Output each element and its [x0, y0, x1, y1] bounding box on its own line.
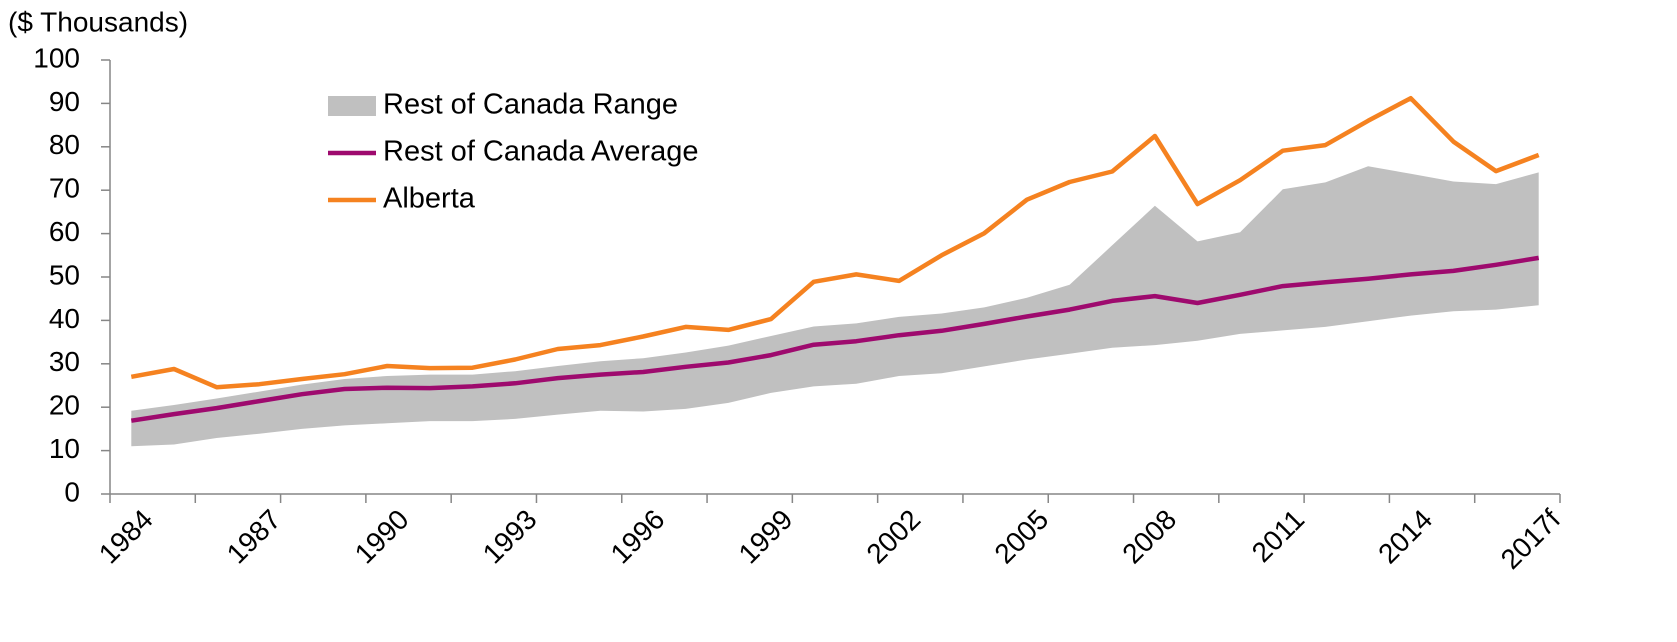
y-tick-label: 20: [49, 390, 80, 421]
legend: Rest of Canada Range Rest of Canada Avera…: [328, 89, 698, 215]
x-tick-label: 1984: [93, 504, 159, 570]
y-tick-label: 70: [49, 173, 80, 204]
range-area: [131, 166, 1539, 447]
legend-label: Rest of Canada Average: [383, 136, 698, 168]
line-series: [130, 255, 1540, 423]
legend-swatch: [328, 96, 376, 116]
y-tick-label: 60: [49, 216, 80, 247]
x-tick-label: 1996: [605, 504, 671, 570]
x-tick-label: 1999: [733, 504, 799, 570]
y-tick-label: 0: [64, 476, 80, 507]
x-tick-label: 2008: [1116, 504, 1182, 570]
x-tick-label: 2005: [988, 504, 1054, 570]
x-tick-label: 2002: [860, 504, 926, 570]
y-tick-label: 80: [49, 129, 80, 160]
y-axis-label: ($ Thousands): [8, 6, 188, 37]
y-tick-label: 90: [49, 86, 80, 117]
x-tick-label: 1993: [477, 504, 543, 570]
x-tick-label: 2011: [1246, 504, 1311, 569]
y-tick-label: 50: [49, 259, 80, 290]
y-tick-label: 40: [49, 303, 80, 334]
y-tick-label: 10: [49, 433, 80, 464]
x-tick-label: 1987: [221, 504, 287, 570]
y-tick-label: 30: [49, 346, 80, 377]
x-tick-label: 2014: [1372, 504, 1438, 570]
legend-label: Rest of Canada Range: [383, 89, 678, 121]
y-tick-label: 100: [33, 42, 80, 73]
x-tick-label: 1990: [349, 504, 415, 570]
legend-label: Alberta: [383, 183, 476, 215]
x-tick-label: 2017f: [1495, 503, 1567, 575]
line-series: [130, 95, 1540, 390]
